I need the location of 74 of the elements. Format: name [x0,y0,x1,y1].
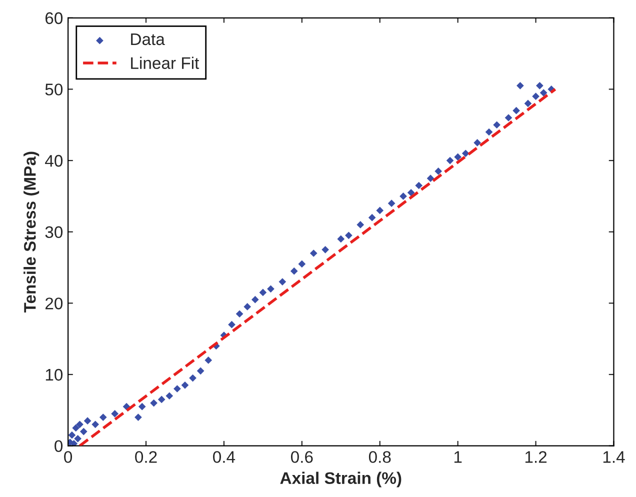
point [80,428,88,436]
point [426,174,434,182]
point [454,153,462,161]
point [278,278,286,286]
y-axis-title: Tensile Stress (MPa) [24,152,40,313]
point [72,424,80,432]
point [485,128,493,136]
y-tick-label: 0 [54,440,63,452]
point [322,246,329,254]
point [540,89,548,96]
x-tick-label: 1.2 [525,451,547,463]
point [434,168,442,175]
point [84,417,92,425]
point [524,100,532,108]
point [259,288,267,296]
point [70,440,78,446]
x-tick-label: 0.2 [135,451,157,463]
point [290,267,298,275]
point [181,382,189,389]
point [512,106,520,114]
point [150,399,158,407]
point [68,431,76,439]
point [166,392,174,400]
point [76,420,84,428]
point [337,235,345,243]
point [158,396,166,404]
x-tick-label: 0.4 [213,451,236,463]
point [532,92,540,100]
point [251,296,259,304]
x-tick-label: 1 [454,451,462,463]
point [474,139,481,146]
point [345,232,352,240]
point [74,435,82,442]
point [536,82,544,90]
point [493,121,500,129]
y-tick-label: 40 [45,154,63,167]
point [368,214,376,222]
point [204,356,212,364]
x-tick-label: 1.4 [603,451,625,463]
point [388,200,396,207]
x-tick-label: 0.8 [368,451,391,463]
point [415,182,423,190]
point [400,192,407,200]
point [92,420,100,428]
point [267,285,274,293]
point [244,303,252,310]
y-tick-label: 30 [45,226,63,238]
point [111,410,118,418]
y-tick-label: 20 [45,298,63,310]
x-tick-label: 0 [64,451,72,463]
point [138,402,146,410]
point [99,414,107,421]
y-tick-label: 10 [46,368,63,381]
legend-label: Linear Fit [131,56,200,70]
point [189,374,196,382]
point [516,82,524,90]
point [134,414,142,421]
x-tick-label: 0.6 [290,451,313,463]
point [446,156,454,164]
point [462,150,470,158]
point [310,250,318,257]
point [228,320,236,328]
point [376,206,384,214]
x-axis-title: Axial Strain (%) [280,472,402,488]
point [356,221,364,228]
point [236,310,244,318]
point [504,114,512,122]
legend-label: Data [131,34,165,46]
y-tick-label: 60 [46,12,63,24]
point [407,188,415,196]
y-tick-label: 50 [45,84,63,96]
point [174,385,181,392]
point [298,260,306,268]
point [196,367,204,375]
